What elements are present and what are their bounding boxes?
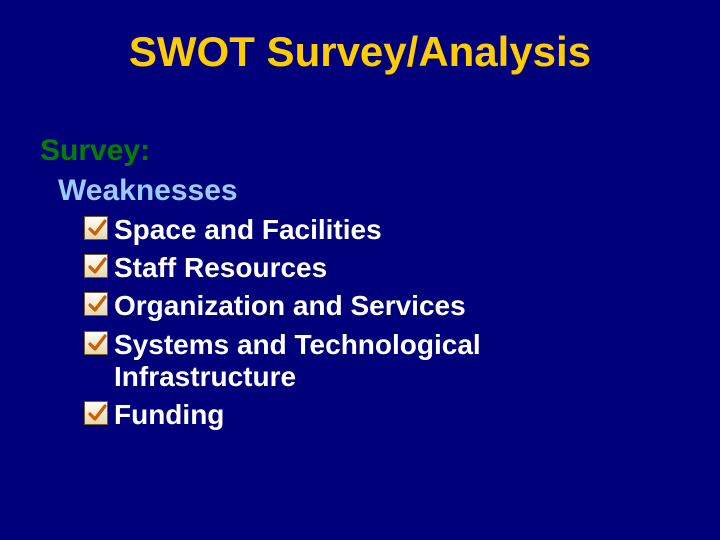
section-label: Survey:: [40, 134, 150, 168]
slide: SWOT Survey/Analysis Survey: Weaknesses …: [0, 0, 720, 540]
list-item: Funding: [84, 399, 574, 431]
list-item: Space and Facilities: [84, 214, 574, 246]
checkmark-icon: [84, 254, 108, 278]
list-item-label: Systems and Technological Infrastructure: [114, 329, 574, 393]
list-item-label: Staff Resources: [114, 252, 327, 284]
slide-title: SWOT Survey/Analysis: [0, 28, 720, 76]
list-item-label: Funding: [114, 399, 224, 431]
weaknesses-list: Space and Facilities Staff Resources Organ…: [84, 214, 574, 437]
checkmark-icon: [84, 401, 108, 425]
list-item-label: Space and Facilities: [114, 214, 382, 246]
list-item: Staff Resources: [84, 252, 574, 284]
checkmark-icon: [84, 292, 108, 316]
list-item-label: Organization and Services: [114, 290, 466, 322]
list-item: Organization and Services: [84, 290, 574, 322]
checkmark-icon: [84, 216, 108, 240]
checkmark-icon: [84, 331, 108, 355]
subheading-weaknesses: Weaknesses: [58, 174, 238, 208]
list-item: Systems and Technological Infrastructure: [84, 329, 574, 393]
